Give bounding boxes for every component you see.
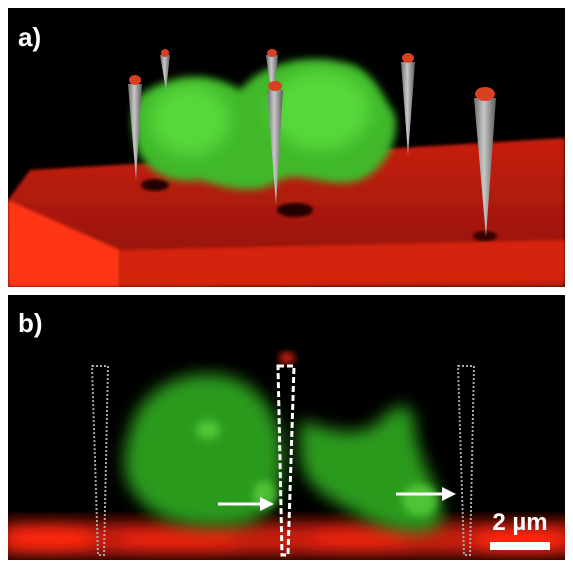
panel-b: 2 µm b) (0, 295, 573, 560)
scale-bar (490, 542, 550, 550)
panel-label: b) (18, 308, 43, 338)
panel-a: a) (8, 8, 565, 287)
scale-bar-label: 2 µm (492, 509, 547, 536)
figure: a) (0, 0, 573, 565)
panel-label: a) (18, 22, 41, 52)
